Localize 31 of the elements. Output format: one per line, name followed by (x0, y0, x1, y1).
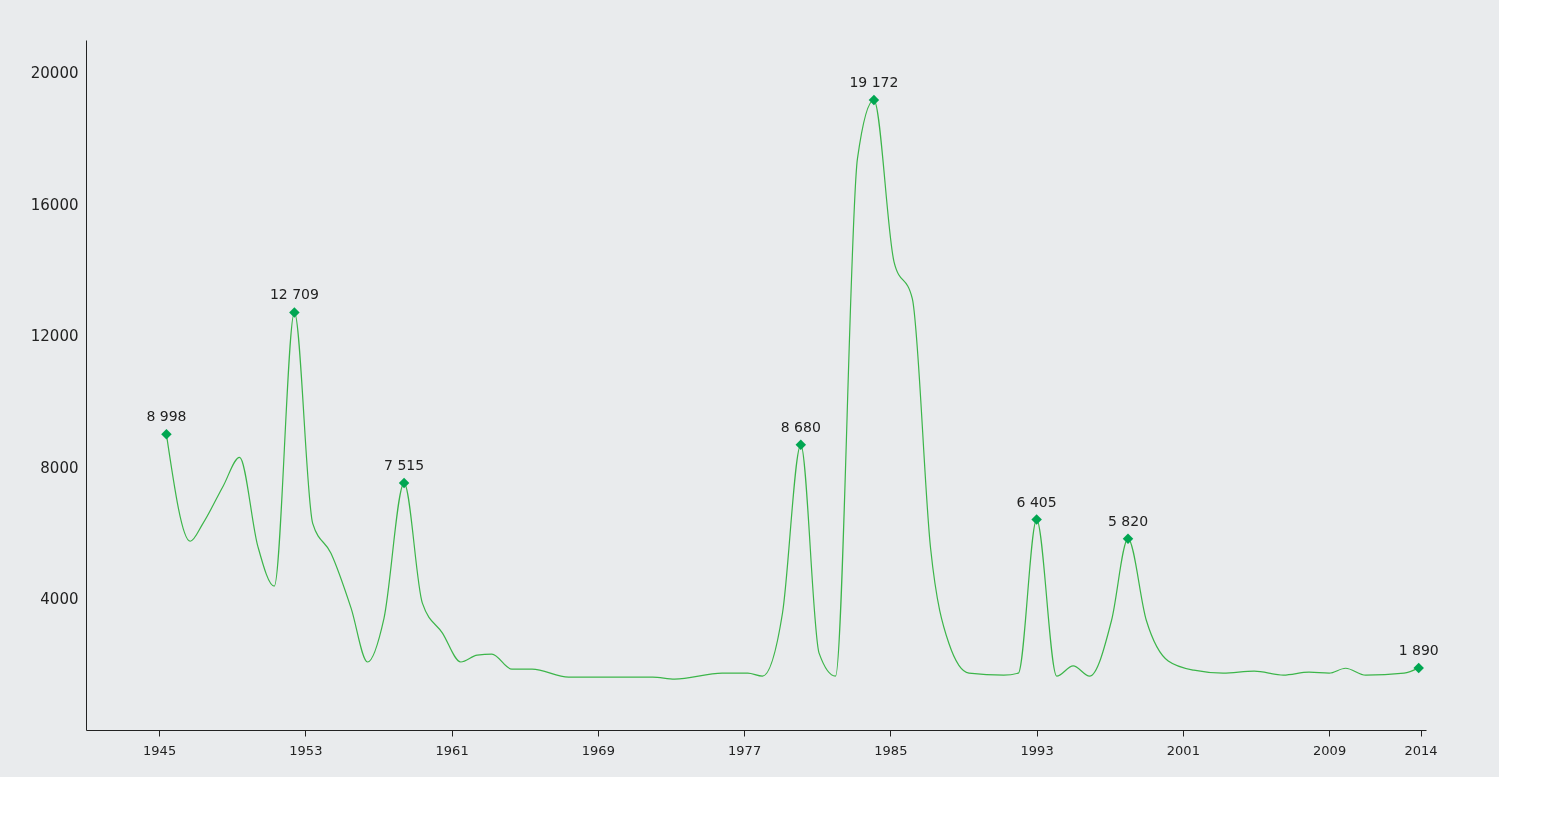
point (1122, 533, 1134, 545)
x-tick-label: 1961 (435, 742, 469, 758)
point (398, 477, 410, 489)
point (1031, 514, 1042, 525)
point (1413, 662, 1424, 674)
x-tick-label: 1945 (143, 742, 177, 758)
data-label: 7 515 (384, 457, 425, 474)
x-tick-label: 1993 (1020, 742, 1054, 758)
x-tick-label: 1985 (874, 742, 908, 758)
point (795, 439, 807, 451)
data-label: 8 998 (146, 408, 187, 425)
y-tick-label: 8000 (40, 458, 79, 477)
point (868, 94, 880, 106)
y-tick-label: 16000 (30, 195, 79, 214)
x-tick-label: 2014 (1404, 742, 1438, 758)
data-label: 5 820 (1107, 512, 1149, 529)
x-tick-label: 1953 (289, 742, 323, 758)
data-label: 1 890 (1398, 641, 1439, 658)
y-tick-label: 20000 (30, 64, 79, 83)
point (289, 307, 300, 318)
y-tick-label: 12000 (30, 327, 79, 346)
data-label: 12 709 (269, 286, 319, 303)
y-tick-label: 4000 (40, 590, 79, 609)
data-label: 6 405 (1016, 493, 1057, 510)
point (161, 429, 172, 440)
x-tick-label: 1977 (728, 742, 762, 758)
data-label: 8 680 (780, 418, 821, 435)
x-tick-label: 2009 (1313, 742, 1347, 758)
x-tick-label: 1969 (581, 742, 615, 758)
data-label: 19 172 (849, 74, 899, 91)
x-tick-label: 2001 (1166, 742, 1200, 758)
